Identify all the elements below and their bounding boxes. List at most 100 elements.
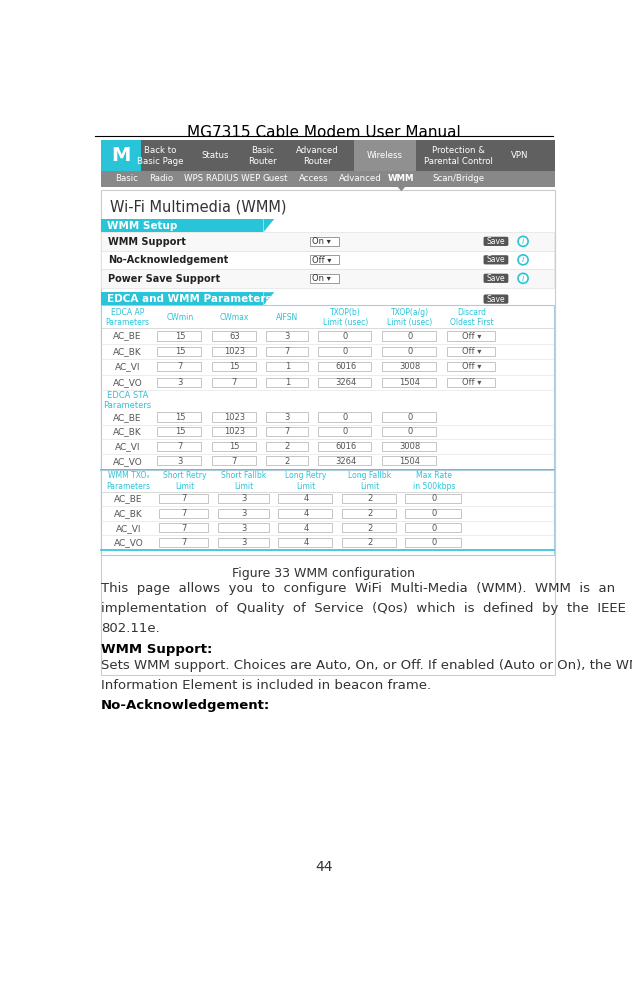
Text: Back to
Basic Page: Back to Basic Page (137, 147, 184, 165)
Text: AC_BE: AC_BE (113, 332, 142, 341)
Text: 0: 0 (343, 347, 348, 356)
Bar (266, 331, 308, 341)
Bar (212, 412, 256, 421)
Text: 3008: 3008 (399, 363, 420, 372)
Bar (447, 347, 495, 356)
Text: 3: 3 (241, 538, 246, 547)
Text: AC_VO: AC_VO (112, 457, 142, 466)
Polygon shape (264, 292, 274, 305)
Bar (157, 412, 202, 421)
Bar (382, 363, 436, 372)
Text: AC_BE: AC_BE (113, 413, 142, 422)
Text: MG7315 Cable Modem User Manual: MG7315 Cable Modem User Manual (187, 125, 461, 140)
Bar (382, 331, 436, 341)
Bar (159, 494, 209, 503)
Bar (159, 508, 209, 517)
Text: WMM Support: WMM Support (109, 237, 186, 247)
Text: 3: 3 (285, 332, 290, 341)
Bar (447, 378, 495, 386)
Text: TXOP(b)
Limit (usec): TXOP(b) Limit (usec) (323, 308, 368, 327)
Text: M: M (111, 147, 131, 165)
Bar (342, 494, 396, 503)
Text: 0: 0 (343, 332, 348, 341)
Text: Off ▾: Off ▾ (312, 256, 332, 265)
Bar (319, 331, 371, 341)
Text: No-Acknowledgement: No-Acknowledgement (109, 256, 229, 266)
Bar (100, 141, 141, 171)
Text: Save: Save (487, 274, 505, 282)
Text: 1023: 1023 (224, 413, 245, 422)
Bar (342, 508, 396, 517)
Text: 0: 0 (407, 332, 413, 341)
FancyBboxPatch shape (483, 274, 508, 282)
Text: 2: 2 (285, 442, 290, 451)
Bar (157, 427, 202, 436)
Bar (157, 378, 202, 386)
Text: 7: 7 (182, 523, 187, 533)
Bar (100, 189, 555, 675)
Bar (319, 442, 371, 451)
Text: 0: 0 (431, 495, 437, 503)
Text: 3264: 3264 (335, 378, 356, 386)
Text: 1: 1 (285, 363, 290, 372)
Text: 63: 63 (229, 332, 240, 341)
Text: 7: 7 (285, 347, 290, 356)
Text: 3: 3 (178, 378, 183, 386)
Text: Wi-Fi Multimedia (WMM): Wi-Fi Multimedia (WMM) (110, 199, 286, 214)
Bar (405, 538, 461, 547)
Text: Short Retry
Limit: Short Retry Limit (162, 471, 206, 491)
Bar (212, 456, 256, 466)
Bar (382, 412, 436, 421)
Bar (218, 494, 269, 503)
Bar (278, 508, 332, 517)
Bar (212, 331, 256, 341)
Text: 0: 0 (431, 523, 437, 533)
Text: AC_VI: AC_VI (114, 442, 140, 451)
Bar (342, 538, 396, 547)
Bar (310, 256, 339, 265)
Bar (159, 523, 209, 532)
Bar (212, 378, 256, 386)
Bar (382, 427, 436, 436)
Bar (405, 494, 461, 503)
Text: 2: 2 (367, 538, 372, 547)
Text: On ▾: On ▾ (312, 275, 331, 283)
Bar (319, 456, 371, 466)
Text: This  page  allows  you  to  configure  WiFi  Multi-Media  (WMM).  WMM  is  an: This page allows you to configure WiFi M… (100, 583, 615, 596)
Bar (100, 141, 555, 171)
Bar (319, 412, 371, 421)
Text: implementation  of  Quality  of  Service  (Qos)  which  is  defined  by  the  IE: implementation of Quality of Service (Qo… (100, 603, 632, 615)
Bar (212, 442, 256, 451)
Text: WMM Setup: WMM Setup (107, 221, 177, 231)
Text: 3: 3 (241, 509, 246, 518)
Text: Wireless: Wireless (367, 152, 403, 161)
Circle shape (518, 236, 528, 247)
Text: Scan/Bridge: Scan/Bridge (433, 174, 485, 183)
Bar (319, 427, 371, 436)
Bar (218, 538, 269, 547)
Text: Figure 33 WMM configuration: Figure 33 WMM configuration (233, 567, 415, 580)
Text: Power Save Support: Power Save Support (109, 274, 221, 283)
Text: 1023: 1023 (224, 347, 245, 356)
Text: 7: 7 (232, 457, 237, 466)
Text: AC_BK: AC_BK (113, 427, 142, 436)
Text: 3: 3 (241, 495, 246, 503)
Polygon shape (264, 219, 274, 232)
Text: 4: 4 (303, 495, 308, 503)
Text: Short Fallbk
Limit: Short Fallbk Limit (221, 471, 267, 491)
Text: i: i (522, 256, 525, 265)
Text: WPS RADIUS WEP: WPS RADIUS WEP (185, 174, 260, 183)
Text: Long Retry
Limit: Long Retry Limit (286, 471, 327, 491)
Bar (100, 189, 555, 556)
Text: 0: 0 (407, 347, 413, 356)
Text: No-Acknowledgement:: No-Acknowledgement: (100, 700, 270, 713)
Text: Save: Save (487, 256, 505, 265)
Text: TXOP(a/g)
Limit (usec): TXOP(a/g) Limit (usec) (387, 308, 432, 327)
Circle shape (518, 255, 528, 265)
Bar (278, 538, 332, 547)
Text: 1504: 1504 (399, 378, 420, 386)
Bar (354, 141, 416, 171)
Text: EDCA and WMM Parameters: EDCA and WMM Parameters (107, 294, 272, 304)
Text: 3: 3 (178, 457, 183, 466)
Text: Basic: Basic (116, 174, 138, 183)
